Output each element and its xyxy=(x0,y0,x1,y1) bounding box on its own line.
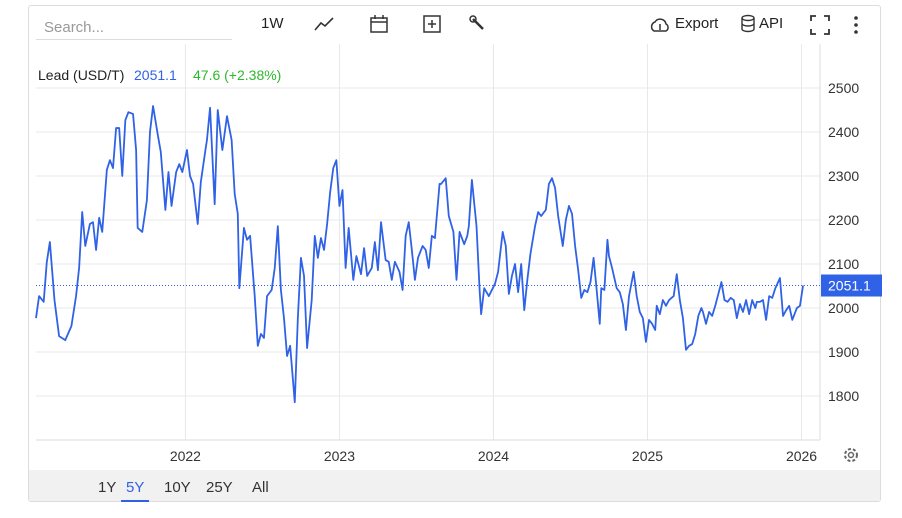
last-value-tag xyxy=(821,274,882,297)
y-tick-label: 1900 xyxy=(828,344,859,360)
settings-tool-icon[interactable] xyxy=(467,13,489,35)
y-tick-label: 1800 xyxy=(828,388,859,404)
y-tick-label: 2400 xyxy=(828,124,859,140)
range-bar: 1Y 5Y 10Y 25Y All xyxy=(29,470,880,502)
y-tick-label: 2500 xyxy=(828,80,859,96)
range-button[interactable]: All xyxy=(252,479,269,496)
y-tick-label: 2300 xyxy=(828,168,859,184)
x-tick-label: 2024 xyxy=(478,448,509,464)
compare-icon[interactable] xyxy=(421,13,443,35)
export-icon[interactable] xyxy=(648,15,672,35)
y-tick-label: 2000 xyxy=(828,300,859,316)
api-icon[interactable] xyxy=(740,14,756,34)
x-tick-label: 2026 xyxy=(786,448,817,464)
last-value-tag-label: 2051.1 xyxy=(828,278,871,294)
interval-button[interactable]: 1W xyxy=(261,15,284,32)
api-button[interactable]: API xyxy=(759,15,784,32)
range-button[interactable]: 1Y xyxy=(98,479,117,496)
x-tick-label: 2022 xyxy=(170,448,201,464)
search-input[interactable]: Search... xyxy=(36,14,232,40)
chart-type-icon[interactable] xyxy=(312,14,336,34)
price-line xyxy=(35,105,804,404)
export-button[interactable]: Export xyxy=(675,15,719,32)
widget-frame xyxy=(28,5,881,502)
last-value: 2051.1 xyxy=(134,67,177,83)
gear-icon[interactable] xyxy=(844,448,858,462)
calendar-icon[interactable] xyxy=(368,13,390,35)
x-tick-label: 2025 xyxy=(632,448,663,464)
x-tick-label: 2023 xyxy=(324,448,355,464)
y-tick-label: 2100 xyxy=(828,256,859,272)
y-tick-label: 2200 xyxy=(828,212,859,228)
change-label: 47.6 (+2.38%) xyxy=(193,67,281,83)
range-button[interactable]: 5Y xyxy=(121,476,150,502)
fullscreen-icon[interactable] xyxy=(809,14,831,36)
range-button[interactable]: 25Y xyxy=(206,479,233,496)
menu-icon[interactable] xyxy=(850,14,862,36)
chart-title: Lead (USD/T) xyxy=(38,67,124,83)
range-button[interactable]: 10Y xyxy=(164,479,191,496)
